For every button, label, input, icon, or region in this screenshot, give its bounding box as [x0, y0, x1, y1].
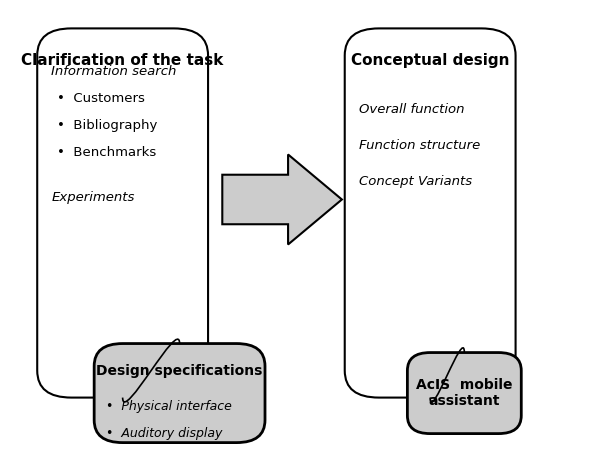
- Text: •  Benchmarks: • Benchmarks: [57, 146, 157, 159]
- Text: Clarification of the task: Clarification of the task: [21, 53, 224, 68]
- Text: Overall function: Overall function: [359, 103, 465, 116]
- Text: Concept Variants: Concept Variants: [359, 175, 472, 188]
- Text: Function structure: Function structure: [359, 139, 480, 152]
- Text: •  Auditory display: • Auditory display: [106, 427, 222, 440]
- FancyBboxPatch shape: [345, 29, 515, 398]
- Text: Experiments: Experiments: [51, 191, 135, 204]
- Text: AcIS  mobile
assistant: AcIS mobile assistant: [416, 378, 512, 408]
- Text: Design specifications: Design specifications: [96, 364, 263, 378]
- FancyBboxPatch shape: [407, 352, 521, 434]
- Polygon shape: [222, 154, 342, 245]
- Text: Information search: Information search: [51, 65, 177, 77]
- Text: •  Physical interface: • Physical interface: [106, 400, 232, 413]
- Text: Conceptual design: Conceptual design: [351, 53, 509, 68]
- Text: •  Bibliography: • Bibliography: [57, 119, 158, 132]
- Text: •  Customers: • Customers: [57, 92, 145, 105]
- FancyBboxPatch shape: [94, 343, 265, 443]
- FancyBboxPatch shape: [37, 29, 208, 398]
